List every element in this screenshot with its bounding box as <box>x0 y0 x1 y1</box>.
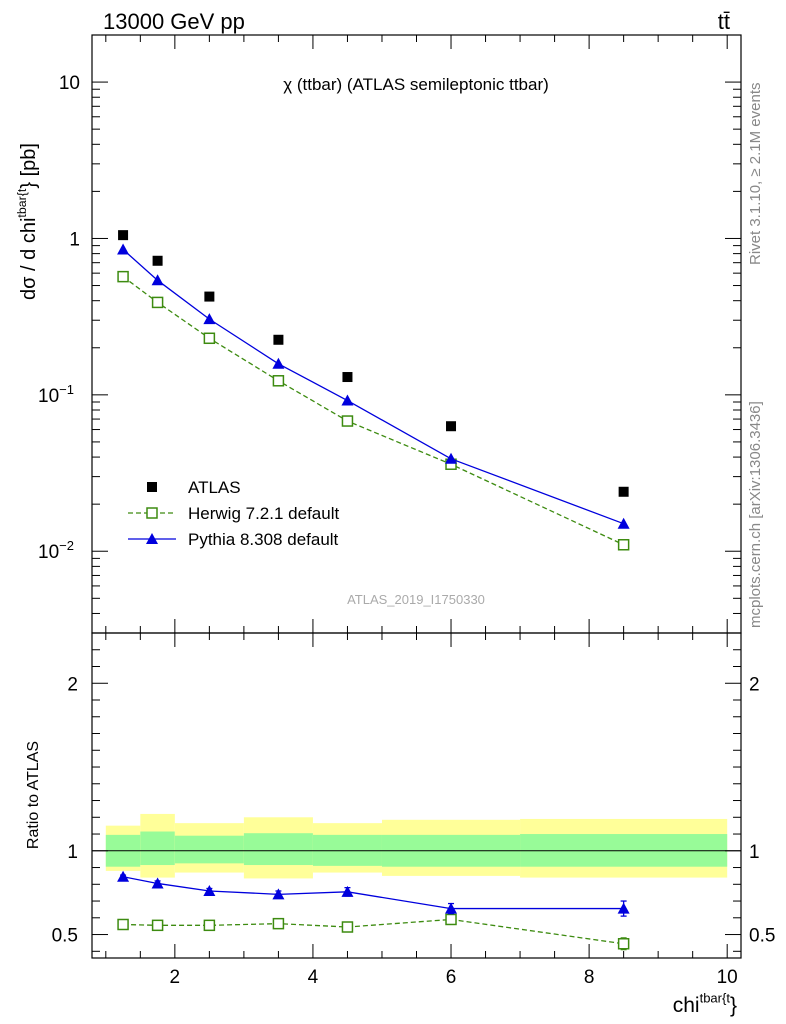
main-panel-ticks: 10−2 10−1 1 10 <box>38 34 741 634</box>
data-point <box>146 533 158 544</box>
data-point <box>203 884 216 896</box>
data-point <box>272 888 285 900</box>
data-point <box>273 334 284 345</box>
data-point <box>151 296 164 309</box>
legend-label: Herwig 7.2.1 default <box>188 504 339 523</box>
legend: ATLAS Herwig 7.2.1 default Pythia 8.308 de… <box>128 478 339 549</box>
data-point <box>117 918 129 931</box>
y-axis-label-ratio: Ratio to ATLAS <box>25 741 42 849</box>
y-axis-label-main: dσ / d chitbar{t​} [pb] <box>15 143 40 300</box>
y-tick-label: 0.5 <box>52 926 78 947</box>
data-point <box>204 291 215 302</box>
data-point <box>342 372 353 383</box>
ratio-panel-frame <box>91 632 742 959</box>
y-tick-label: 1 <box>67 842 78 863</box>
ratio-panel-ticks: 2 4 6 8 10 0.5 0.5 1 1 2 2 <box>52 633 775 988</box>
ratio-series-line <box>122 876 624 910</box>
data-point <box>617 539 630 551</box>
data-point <box>117 243 130 255</box>
data-point <box>151 877 164 889</box>
legend-label: Pythia 8.308 default <box>188 530 339 549</box>
axis-label-text: chitbar{t​} <box>673 991 737 1017</box>
data-point <box>152 255 163 266</box>
data-point <box>341 885 354 897</box>
y-tick-label: 1 <box>69 229 80 250</box>
process-label: tt̄ <box>718 9 730 34</box>
data-point <box>272 357 285 369</box>
ratio-frame-rect <box>91 632 742 959</box>
x-axis-label: chitbar{t​} <box>673 991 737 1017</box>
data-point <box>341 921 354 933</box>
data-point <box>118 230 129 241</box>
data-point <box>272 917 285 930</box>
data-point <box>341 394 354 406</box>
data-point <box>445 913 457 926</box>
data-point <box>117 870 130 882</box>
y-tick-label: 10 <box>59 73 80 94</box>
plot-title: χ (ttbar) (ATLAS semileptonic ttbar) <box>283 75 549 94</box>
y-tick-label: 10−2 <box>38 538 74 563</box>
analysis-id-label: ATLAS_2019_I1750330 <box>347 592 485 607</box>
data-point <box>617 517 630 529</box>
ratio-inner-band <box>140 831 175 866</box>
legend-label: ATLAS <box>188 478 241 497</box>
data-point <box>617 938 630 950</box>
x-tick-label: 2 <box>170 967 181 988</box>
data-point <box>147 482 157 492</box>
data-point <box>151 274 164 286</box>
main-panel-series <box>117 230 630 551</box>
data-point <box>203 332 216 345</box>
x-tick-label: 6 <box>446 967 457 988</box>
data-point <box>146 507 158 519</box>
data-point <box>272 375 285 387</box>
ratio-inner-band <box>243 833 313 866</box>
y-tick-label-right: 2 <box>749 674 760 695</box>
data-point <box>117 270 129 283</box>
axis-label-text: dσ / d chitbar{t​} [pb] <box>15 143 40 300</box>
data-point <box>617 902 630 914</box>
ratio-uncertainty-bands <box>92 813 741 879</box>
data-point <box>203 313 216 325</box>
y-tick-label: 2 <box>67 674 78 695</box>
energy-label: 13000 GeV pp <box>103 9 245 34</box>
data-point <box>445 902 458 914</box>
data-point <box>203 919 216 932</box>
rivet-version-label: Rivet 3.1.10, ≥ 2.1M events <box>747 83 764 266</box>
x-tick-label: 8 <box>584 967 595 988</box>
y-tick-label-right: 0.5 <box>749 926 775 947</box>
ratio-series-line <box>123 918 624 945</box>
x-tick-label: 10 <box>717 967 738 988</box>
x-tick-label: 4 <box>308 967 319 988</box>
data-point <box>445 452 458 464</box>
data-point <box>151 919 164 932</box>
ratio-inner-band <box>174 835 244 864</box>
data-point <box>341 415 354 427</box>
y-tick-label-right: 1 <box>749 842 760 863</box>
data-point <box>446 421 457 432</box>
ratio-panel-series <box>117 870 630 951</box>
mcplots-label: mcplots.cern.ch [arXiv:1306.3436] <box>747 401 764 628</box>
data-point <box>618 486 629 497</box>
y-tick-label: 10−1 <box>38 382 74 407</box>
